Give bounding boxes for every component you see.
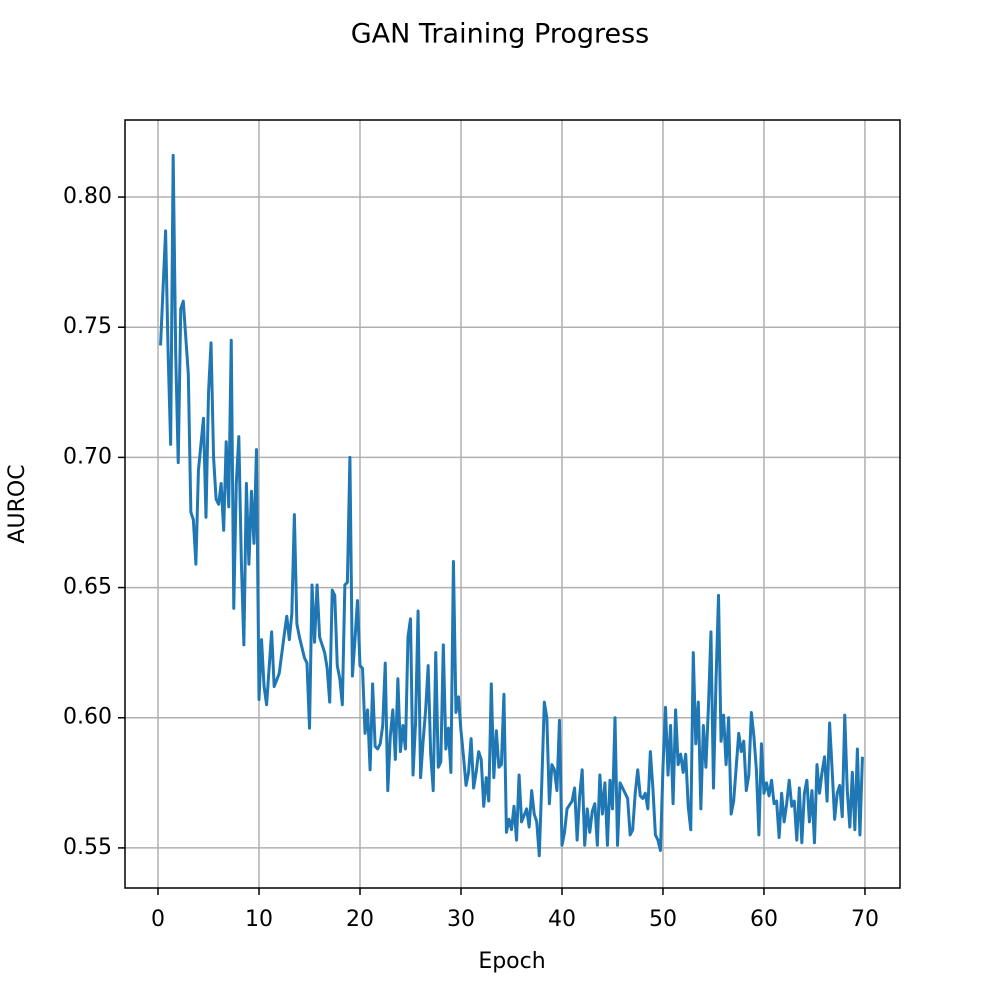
x-tick-label: 30 (447, 907, 475, 932)
x-tick-label: 50 (649, 907, 677, 932)
y-tick-label: 0.60 (63, 705, 112, 730)
x-tick-label: 20 (346, 907, 374, 932)
x-axis-label: Epoch (478, 949, 545, 974)
line (159, 153, 864, 858)
x-tick-label: 70 (851, 907, 879, 932)
x-tick-label: 40 (548, 907, 576, 932)
x-tick-label: 0 (151, 907, 165, 932)
y-tick-label: 0.70 (63, 444, 112, 469)
x-tick-label: 10 (245, 907, 273, 932)
chart-title: GAN Training Progress (351, 19, 650, 50)
plot-frame (124, 119, 901, 889)
y-tick-label: 0.55 (63, 835, 112, 860)
y-tick-label: 0.65 (63, 575, 112, 600)
y-tick-label: 0.80 (63, 184, 112, 209)
y-tick-label: 0.75 (63, 314, 112, 339)
x-tick-label: 60 (750, 907, 778, 932)
y-axis-label: AUROC (5, 464, 30, 543)
